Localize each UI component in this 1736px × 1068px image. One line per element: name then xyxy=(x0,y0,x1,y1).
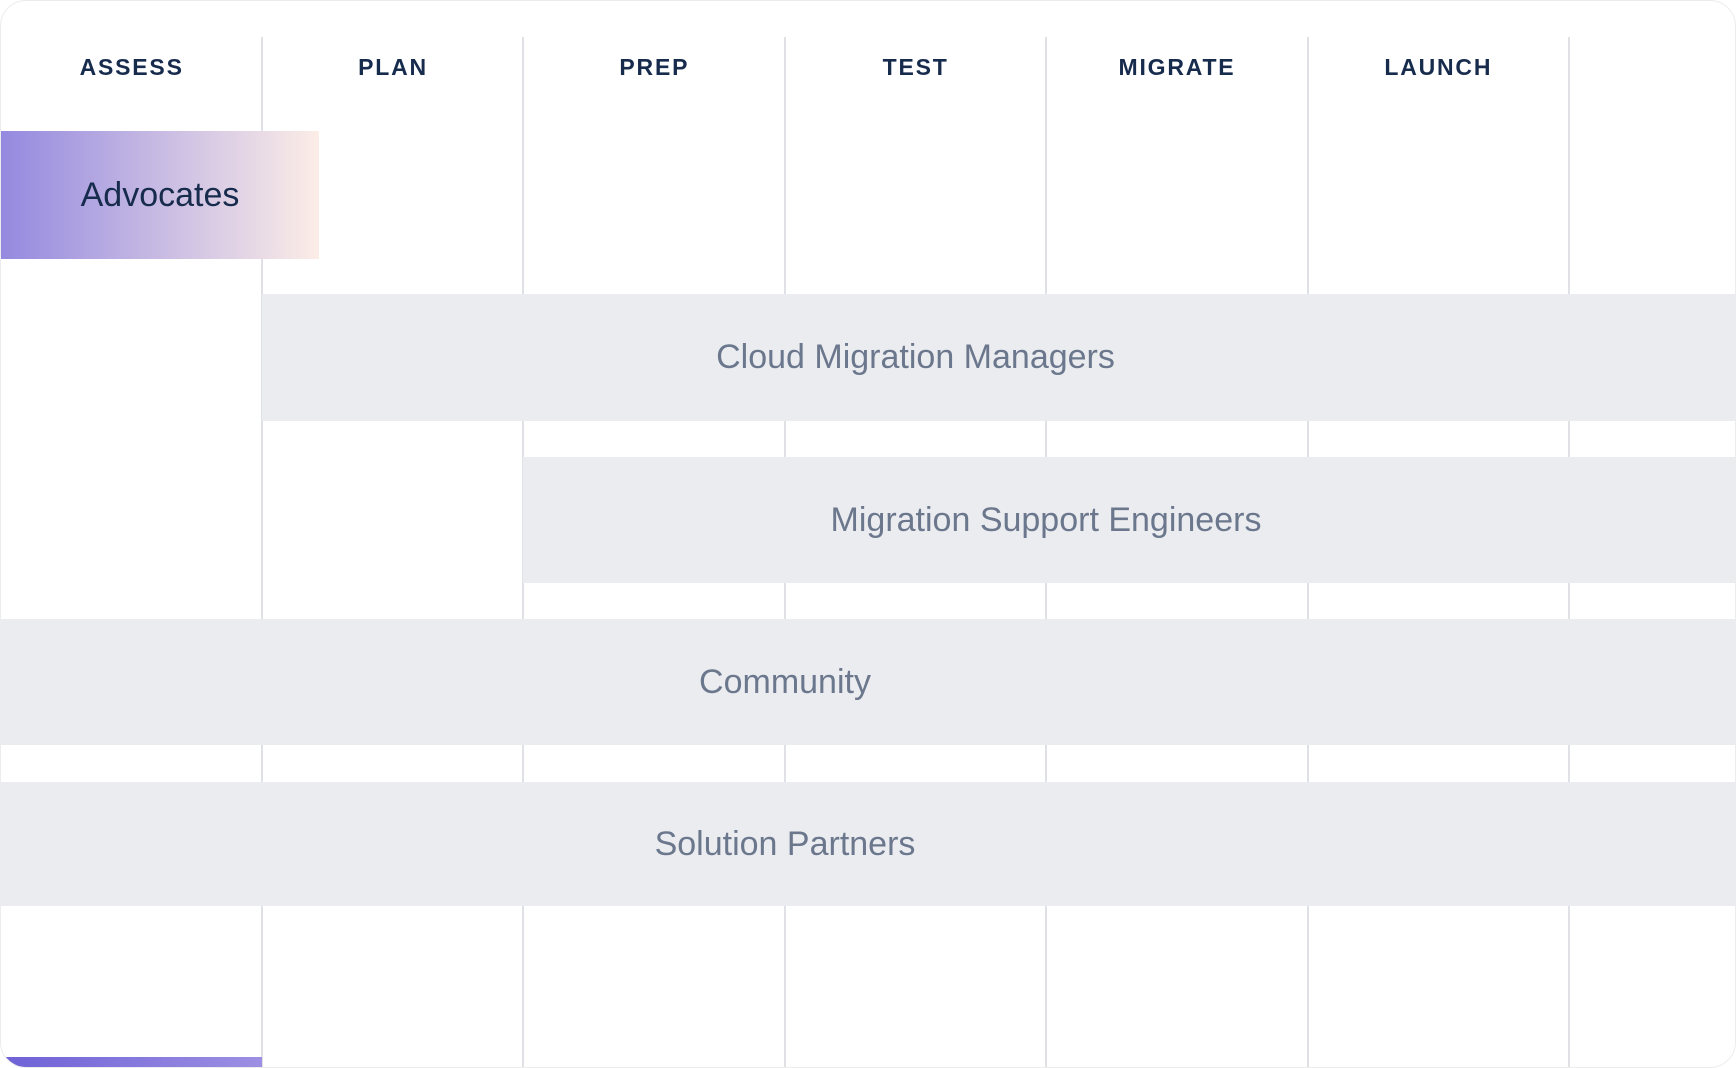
bar-solution-partners-label: Solution Partners xyxy=(654,824,916,863)
phase-header-launch: LAUNCH xyxy=(1384,53,1493,80)
bar-cloud-migration-managers: Cloud Migration Managers xyxy=(262,294,1735,421)
phase-header-plan: PLAN xyxy=(358,53,428,80)
phase-header-assess: ASSESS xyxy=(79,53,184,80)
bar-advocates: Advocates xyxy=(1,131,319,259)
phase-header-test: TEST xyxy=(882,53,949,80)
bar-label-area: Community xyxy=(1,619,1569,745)
bar-label-area: Cloud Migration Managers xyxy=(262,294,1569,421)
bar-community-label: Community xyxy=(699,662,871,701)
bar-migration-support-engineers-label: Migration Support Engineers xyxy=(830,500,1262,539)
bar-label-area: Migration Support Engineers xyxy=(523,457,1569,583)
bar-migration-support-engineers: Migration Support Engineers xyxy=(523,457,1735,583)
column-divider-1 xyxy=(261,37,263,1067)
phase-header-migrate: MIGRATE xyxy=(1118,53,1236,80)
bar-community: Community xyxy=(1,619,1735,745)
bar-cloud-migration-managers-label: Cloud Migration Managers xyxy=(716,338,1115,376)
bar-partial-next-row xyxy=(1,1057,262,1067)
phase-header-prep: PREP xyxy=(619,53,690,80)
bar-label-area: Solution Partners xyxy=(1,782,1569,906)
phase-header-row: ASSESS PLAN PREP TEST MIGRATE LAUNCH xyxy=(1,1,1569,133)
bar-solution-partners: Solution Partners xyxy=(1,782,1735,906)
bar-advocates-label: Advocates xyxy=(80,175,240,214)
bar-label-area: Advocates xyxy=(1,131,319,259)
